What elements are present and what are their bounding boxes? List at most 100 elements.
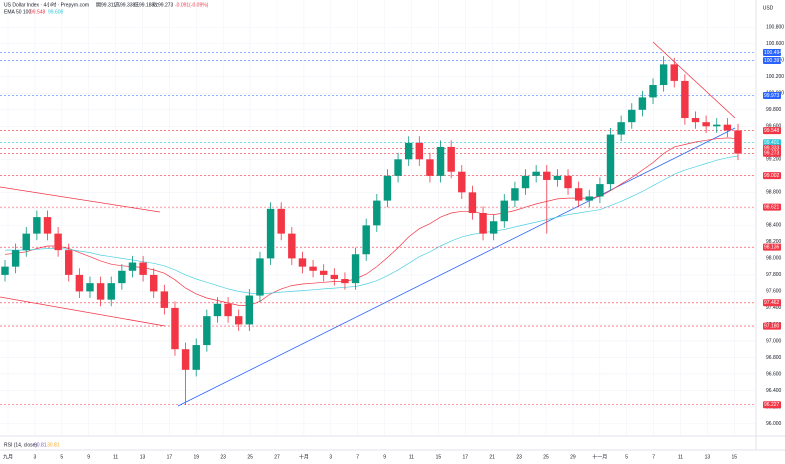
x-tick-label: 23: [220, 454, 226, 460]
candle-body: [426, 159, 434, 176]
candle-body: [150, 274, 158, 292]
x-tick-label: 17: [463, 454, 469, 460]
x-tick-label: 11: [113, 454, 118, 460]
candles: [1, 56, 742, 405]
level-label: 100.397: [764, 58, 782, 64]
candle-body: [596, 184, 604, 197]
candle-body: [54, 233, 62, 251]
candle-body: [511, 188, 519, 201]
candle-body: [43, 217, 52, 234]
x-tick-label: 9: [383, 454, 386, 460]
candle-body: [234, 316, 243, 325]
candle-body: [532, 171, 540, 176]
candle-body: [224, 303, 232, 317]
candle-body: [394, 159, 402, 176]
y-tick-label: 98.200: [766, 239, 782, 245]
x-tick-label: 九月: [3, 453, 13, 460]
level-label: 96.227: [764, 402, 780, 408]
x-tick-label: 15: [732, 454, 738, 460]
candle-body: [479, 212, 487, 234]
x-tick-label: 7: [356, 454, 359, 460]
level-label: 97.180: [764, 323, 780, 329]
currency: USD: [763, 5, 774, 11]
candle-body: [171, 307, 179, 350]
rsi-label: RSI (14, close): [4, 442, 37, 448]
level-label: 98.621: [764, 204, 780, 210]
candle-body: [139, 262, 147, 275]
level-label: 100.494: [764, 50, 782, 56]
price-axis: 96.00096.20096.40096.60096.80097.00097.2…: [763, 25, 784, 427]
y-tick-label: 100.600: [766, 41, 784, 47]
level-tag: [763, 172, 781, 180]
candle-body: [341, 279, 349, 284]
quote-value: 收99.273: [153, 1, 174, 8]
x-tick-label: 7: [652, 454, 655, 460]
level-label: 99.333: [764, 146, 780, 152]
candle-body: [86, 283, 94, 292]
y-tick-label: 96.600: [766, 371, 782, 377]
y-tick-label: 98.000: [766, 256, 782, 262]
x-tick-label: 25: [247, 454, 253, 460]
y-tick-label: 99.600: [766, 124, 782, 130]
chart-title: US Dollar Index · 4小时 · Prepyrn.com: [4, 1, 89, 8]
candle-body: [319, 270, 328, 275]
candle-body: [415, 142, 424, 160]
level-tag: [763, 127, 781, 135]
y-tick-label: 98.800: [766, 190, 782, 196]
candle-body: [309, 266, 317, 271]
level-label: 98.136: [764, 244, 780, 250]
candle-body: [128, 262, 137, 271]
indicator-value: 99.548: [30, 9, 46, 15]
candle-body: [564, 175, 572, 189]
x-tick-label: 3: [34, 454, 37, 460]
candle-body: [404, 142, 413, 160]
candle-body: [11, 250, 20, 267]
level-label: 99.002: [764, 173, 780, 179]
candle-body: [298, 258, 307, 267]
candle-body: [266, 208, 275, 259]
y-tick-label: 96.000: [766, 421, 782, 427]
rsi-value: 30.81: [47, 442, 60, 448]
level-label: 99.273: [764, 151, 780, 157]
level-tag: [763, 322, 781, 330]
x-tick-label: 27: [274, 454, 280, 460]
candle-body: [118, 270, 126, 284]
candle-body: [458, 171, 466, 193]
candle-body: [277, 208, 285, 234]
y-tick-label: 100.200: [766, 74, 784, 80]
x-tick-label: 25: [543, 454, 549, 460]
candle-body: [373, 200, 381, 226]
candle-body: [330, 274, 339, 280]
level-tag: [763, 139, 781, 147]
x-tick-label: 13: [140, 454, 146, 460]
level-tag: [763, 401, 781, 409]
x-tick-label: 5: [60, 454, 63, 460]
y-tick-label: 97.000: [766, 338, 782, 344]
level-tag: [763, 92, 781, 100]
candle-body: [65, 250, 73, 275]
quote-value: 高99.338: [115, 1, 136, 8]
candle-body: [681, 80, 689, 119]
x-tick-label: 21: [489, 454, 495, 460]
rsi-value: 30.81: [34, 442, 47, 448]
candle-body: [383, 175, 392, 201]
y-tick-label: 96.800: [766, 355, 782, 361]
x-tick-label: 13: [705, 454, 711, 460]
candle-body: [1, 266, 9, 275]
y-tick-label: 97.600: [766, 289, 782, 295]
y-tick-label: 97.800: [766, 272, 782, 278]
trend-line: [652, 41, 736, 119]
candle-body: [447, 146, 455, 172]
candle-body: [22, 233, 30, 251]
trend-line: [0, 296, 166, 327]
candle-body: [181, 349, 190, 370]
level-label: 99.973: [764, 93, 780, 99]
y-tick-label: 99.800: [766, 107, 782, 113]
x-tick-label: 11: [678, 454, 683, 460]
y-tick-label: 100.800: [766, 25, 784, 31]
level-tag: [763, 149, 781, 157]
candle-body: [245, 295, 254, 325]
level-label: 97.462: [764, 300, 780, 306]
candle-body: [553, 175, 562, 180]
